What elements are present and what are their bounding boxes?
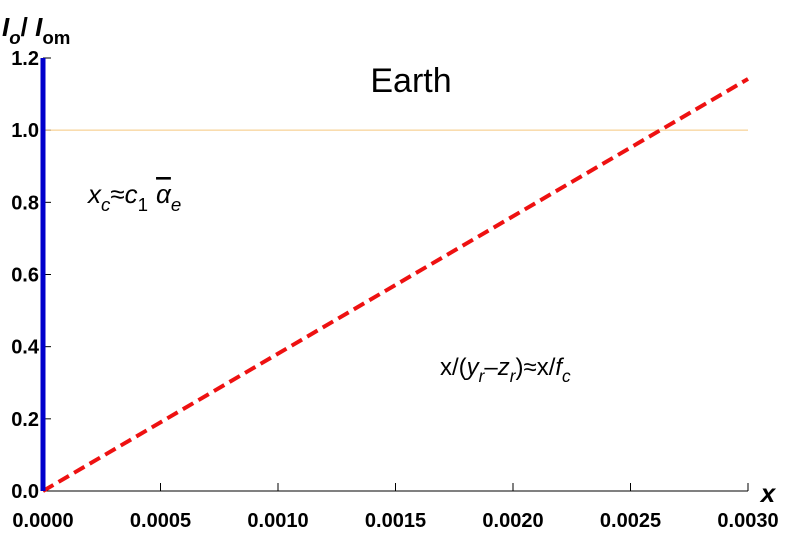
y-tick-label: 1.0 bbox=[11, 120, 39, 142]
text-part: α bbox=[156, 179, 172, 209]
text-part: )≈x/ bbox=[516, 354, 556, 381]
text-part: 1 bbox=[138, 194, 148, 215]
text-part: c bbox=[562, 366, 571, 386]
x-tick-label: 0.0020 bbox=[482, 510, 543, 532]
text-part: – bbox=[484, 354, 498, 381]
x-tick-label: 0.0010 bbox=[247, 510, 308, 532]
text-part: x/( bbox=[440, 354, 467, 381]
y-tick-label: 0.8 bbox=[11, 192, 39, 214]
text-part: f bbox=[555, 354, 564, 381]
annotation: x/(yr–zr)≈x/fc bbox=[440, 354, 571, 386]
text-part: I bbox=[2, 12, 10, 42]
text-part: r bbox=[510, 366, 517, 386]
x-tick-label: 0.0000 bbox=[12, 510, 73, 532]
text-part: z bbox=[497, 354, 510, 381]
y-axis-label: Io/ Iom bbox=[2, 12, 70, 48]
y-tick-label: 0.0 bbox=[11, 481, 39, 503]
text-part: / bbox=[21, 12, 35, 42]
text-part: y bbox=[465, 354, 481, 381]
text-part: I bbox=[35, 12, 43, 42]
text-part: c bbox=[101, 194, 111, 215]
text-part: o bbox=[9, 27, 20, 48]
x-tick-label: 0.0005 bbox=[130, 510, 191, 532]
text-part: x bbox=[86, 179, 102, 209]
text-part: ≈ bbox=[110, 179, 124, 209]
y-tick-label: 0.6 bbox=[11, 265, 39, 287]
x-tick-label: 0.0030 bbox=[717, 510, 778, 532]
text-part: om bbox=[42, 27, 70, 48]
y-tick-label: 1.2 bbox=[11, 48, 39, 70]
text-part: r bbox=[479, 366, 486, 386]
series-line bbox=[41, 77, 750, 493]
chart-title: Earth bbox=[370, 62, 451, 100]
x-axis-label: x bbox=[759, 478, 777, 508]
x-tick-label: 0.0015 bbox=[365, 510, 426, 532]
y-tick-label: 0.2 bbox=[11, 409, 39, 431]
text-part: c bbox=[125, 179, 138, 209]
text-part: e bbox=[171, 194, 181, 215]
x-tick-label: 0.0025 bbox=[600, 510, 661, 532]
y-tick-label: 0.4 bbox=[11, 337, 40, 359]
annotation: xc≈c1 αe bbox=[86, 179, 181, 215]
